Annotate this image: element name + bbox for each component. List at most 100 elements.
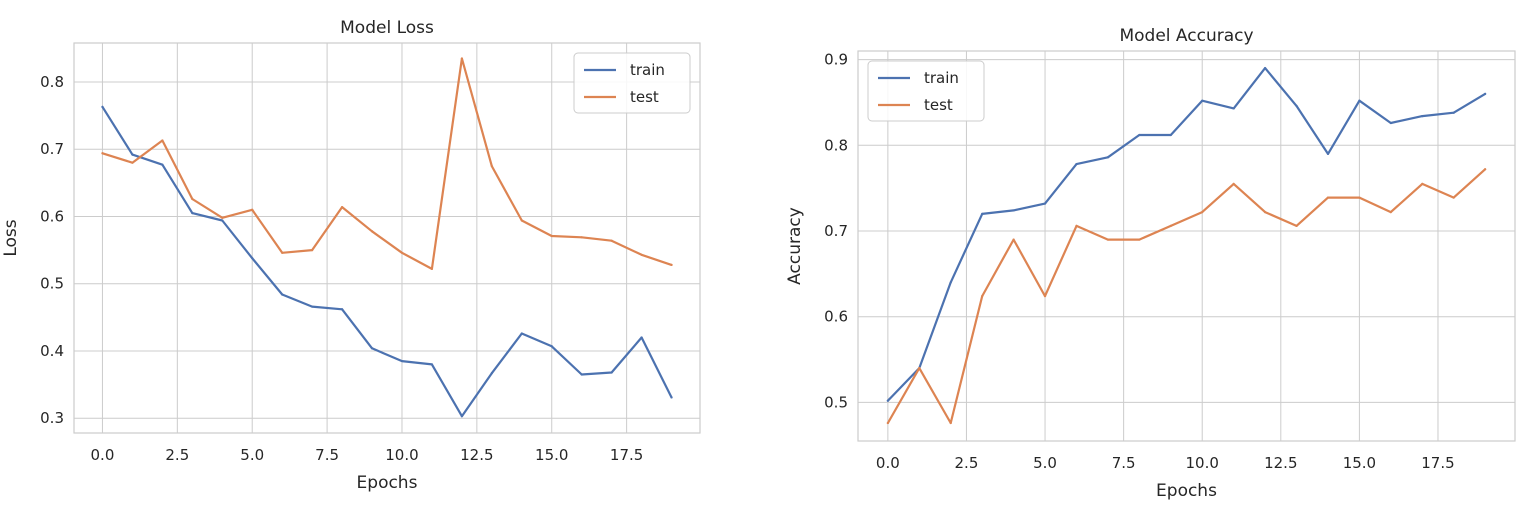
x-tick-label: 15.0 <box>535 446 568 464</box>
data-point-train <box>251 257 254 260</box>
data-point-test <box>1295 224 1298 227</box>
x-tick-label: 0.0 <box>876 454 900 472</box>
legend: train test <box>867 60 985 122</box>
x-axis-label: Epochs <box>357 473 418 493</box>
data-point-train <box>670 396 673 399</box>
data-point-train <box>161 163 164 166</box>
series-line-train <box>101 105 673 418</box>
x-tick-label: 5.0 <box>1033 454 1057 472</box>
data-point-train <box>281 293 284 296</box>
data-point-test <box>949 421 952 425</box>
data-point-train <box>340 308 344 311</box>
data-point-train <box>1043 202 1047 205</box>
data-point-test <box>1232 182 1235 185</box>
data-point-test <box>1106 238 1110 241</box>
x-tick-label: 7.5 <box>315 446 339 464</box>
chart-title: Model Accuracy <box>1119 26 1253 46</box>
y-tick-label: 0.8 <box>40 73 64 91</box>
data-point-test <box>1169 224 1172 227</box>
data-point-test <box>191 197 194 201</box>
data-point-train <box>1201 99 1204 102</box>
y-tick-label: 0.7 <box>40 140 64 158</box>
series-line-train <box>886 67 1487 402</box>
data-point-test <box>1201 211 1204 214</box>
data-point-test <box>311 249 314 252</box>
data-point-test <box>1043 295 1047 298</box>
data-point-train <box>1326 152 1330 155</box>
y-tick-label: 0.5 <box>40 275 64 293</box>
data-point-test <box>640 253 643 256</box>
loss-chart: 0.0 2.5 5.0 7.5 10.0 12.5 15.0 17.5 0.3 0.4 0.5 0.6… <box>1 18 701 493</box>
plot-frame <box>73 42 701 434</box>
data-point-train <box>1452 111 1455 114</box>
y-tick-label: 0.6 <box>824 308 848 326</box>
y-tick-label: 0.7 <box>824 222 848 240</box>
series-line-test <box>886 168 1487 425</box>
data-point-test <box>1138 238 1141 241</box>
data-point-train <box>1075 163 1078 166</box>
data-point-train <box>886 399 889 402</box>
x-tick-label: 10.0 <box>385 446 418 464</box>
x-tick-label: 12.5 <box>460 446 493 464</box>
chart-title: Model Loss <box>340 18 434 38</box>
x-tick-label: 2.5 <box>955 454 979 472</box>
data-point-test <box>520 219 523 222</box>
data-point-train <box>1295 104 1298 107</box>
data-point-train <box>1484 92 1487 95</box>
data-point-test <box>1326 196 1330 199</box>
data-point-train <box>981 212 984 215</box>
x-tick-label: 2.5 <box>165 446 189 464</box>
data-point-train <box>131 153 134 156</box>
data-point-train <box>520 332 523 335</box>
data-point-test <box>1075 224 1078 227</box>
y-tick-label: 0.5 <box>824 393 848 411</box>
legend-label: test <box>924 96 953 114</box>
data-point-test <box>281 251 284 254</box>
data-point-test <box>1358 196 1361 199</box>
x-tick-label: 0.0 <box>91 446 115 464</box>
legend: train test <box>573 52 691 114</box>
plot-frame <box>857 50 1516 442</box>
data-point-train <box>640 336 643 339</box>
data-point-test <box>131 161 134 164</box>
x-tick-label: 15.0 <box>1343 454 1376 472</box>
x-tick-label: 5.0 <box>240 446 264 464</box>
data-point-train <box>490 372 493 375</box>
x-tick-label: 17.5 <box>610 446 643 464</box>
data-point-train <box>1358 99 1361 102</box>
data-point-train <box>1263 67 1267 70</box>
data-point-test <box>490 164 493 168</box>
data-point-train <box>610 371 613 374</box>
data-point-train <box>1138 133 1141 137</box>
data-point-train <box>1106 156 1110 159</box>
data-point-train <box>311 305 314 308</box>
data-point-test <box>550 234 553 238</box>
y-tick-label: 0.4 <box>40 342 64 360</box>
y-axis-label: Loss <box>1 219 21 256</box>
data-point-train <box>1232 107 1235 110</box>
y-tick-label: 0.9 <box>824 51 848 69</box>
legend-label: train <box>630 61 665 79</box>
data-point-train <box>460 415 463 418</box>
data-point-test <box>610 239 613 242</box>
data-point-train <box>191 212 194 215</box>
data-point-test <box>918 367 921 370</box>
data-point-test <box>430 267 434 271</box>
data-point-test <box>1389 211 1392 214</box>
data-point-test <box>400 251 404 254</box>
x-tick-label: 10.0 <box>1186 454 1219 472</box>
data-point-test <box>580 236 583 239</box>
data-point-test <box>670 263 673 266</box>
data-point-test <box>1484 168 1487 171</box>
data-point-test <box>161 139 164 142</box>
data-point-train <box>580 373 583 376</box>
y-tick-label: 0.6 <box>40 207 64 225</box>
data-point-test <box>340 205 344 209</box>
data-point-test <box>101 152 104 155</box>
data-point-test <box>1263 211 1267 214</box>
series-line-test <box>101 57 673 270</box>
data-point-test <box>370 230 374 233</box>
data-point-train <box>550 345 553 348</box>
y-axis-label: Accuracy <box>785 207 805 285</box>
